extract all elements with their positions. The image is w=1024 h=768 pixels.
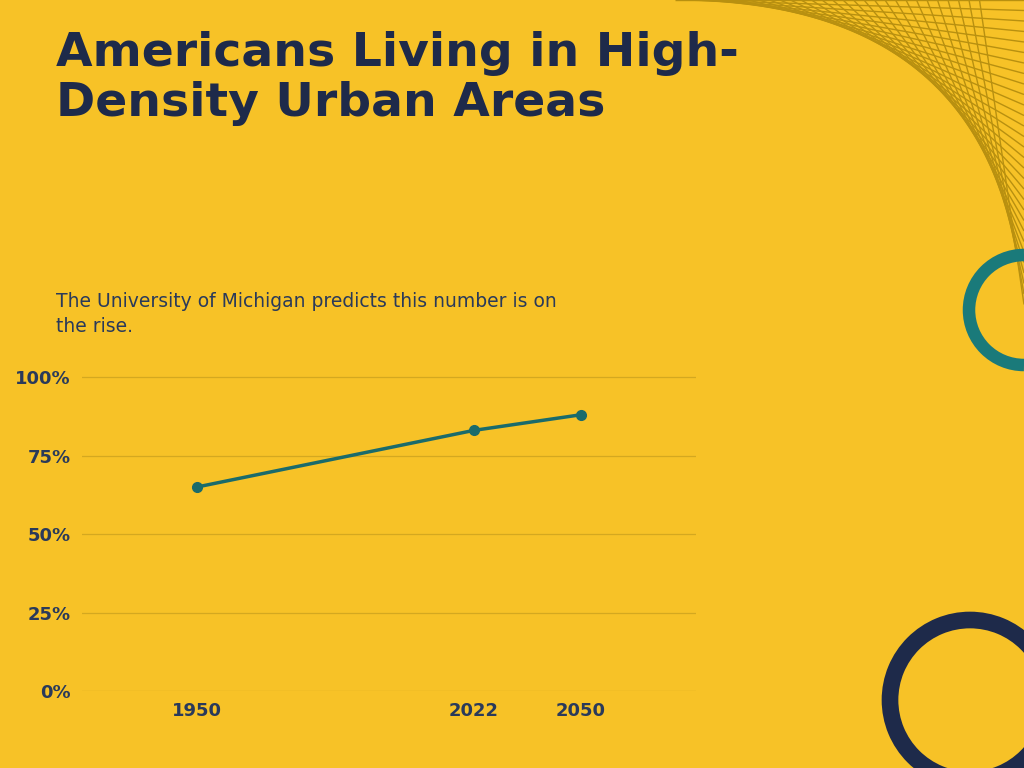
- Text: The University of Michigan predicts this number is on
the rise.: The University of Michigan predicts this…: [56, 292, 557, 336]
- Text: Americans Living in High-
Density Urban Areas: Americans Living in High- Density Urban …: [56, 31, 739, 126]
